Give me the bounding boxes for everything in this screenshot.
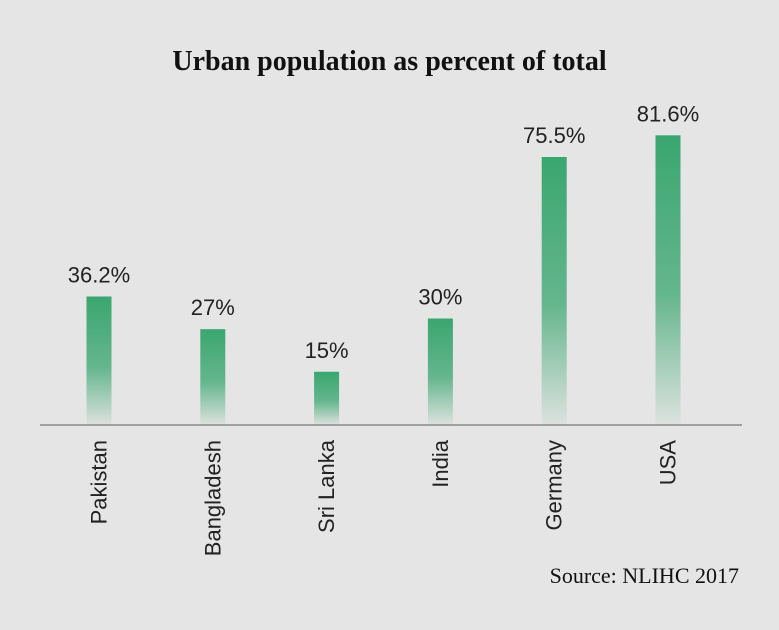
bar-usa	[655, 135, 681, 425]
data-label: 36.2%	[68, 262, 130, 287]
bar-india	[427, 318, 453, 425]
bar-pakistan	[86, 296, 112, 425]
chart-title: Urban population as percent of total	[172, 46, 607, 77]
bars-layer	[86, 135, 681, 425]
category-label: Sri Lanka	[314, 439, 339, 533]
data-label: 15%	[305, 338, 349, 363]
category-label: Bangladesh	[200, 440, 225, 556]
data-label: 75.5%	[523, 123, 585, 148]
category-label: Pakistan	[87, 440, 112, 524]
bar-bangladesh	[200, 329, 226, 425]
labels-layer: 36.2% Pakistan 27% Bangladesh 15% Sri Lanka 30…	[68, 101, 699, 556]
category-label: USA	[656, 440, 681, 486]
data-label: 27%	[191, 295, 235, 320]
data-label: 81.6%	[637, 101, 699, 126]
category-label: India	[428, 439, 453, 487]
category-label: Germany	[542, 440, 567, 530]
source-note: Source: NLIHC 2017	[549, 563, 739, 588]
bar-sri-lanka	[314, 371, 340, 425]
data-label: 30%	[418, 285, 462, 310]
bar-germany	[541, 156, 567, 425]
